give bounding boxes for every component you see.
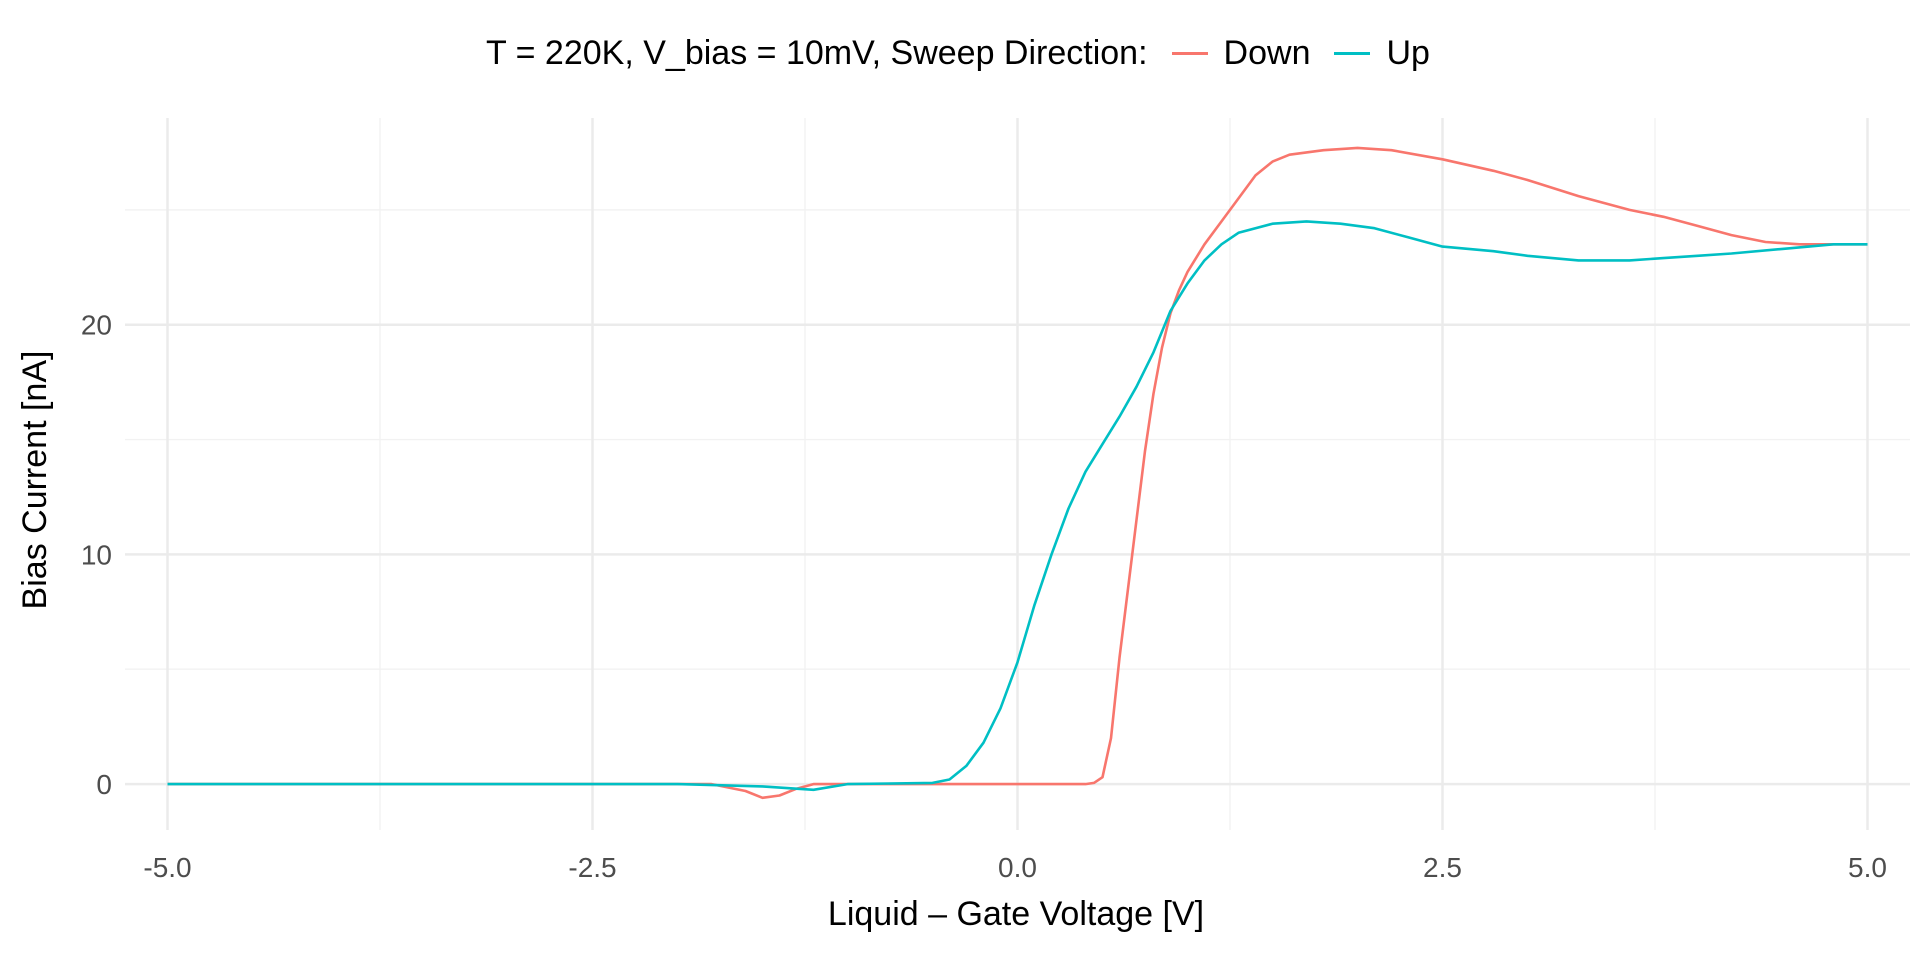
grid (125, 118, 1910, 830)
x-axis-title: Liquid – Gate Voltage [V] (828, 895, 1204, 933)
x-tick-label: -5.0 (143, 852, 191, 883)
x-tick-label: 2.5 (1423, 852, 1462, 883)
legend-label-down[interactable]: Down (1223, 33, 1311, 72)
x-tick-label: -2.5 (568, 852, 616, 883)
series-layer (167, 146, 1868, 800)
y-axis-title: Bias Current [nA] (16, 351, 54, 610)
series-line-up (167, 220, 1868, 792)
legend-label-up[interactable]: Up (1386, 33, 1430, 72)
legend-key-up[interactable] (1334, 51, 1371, 55)
x-tick-labels: -5.0 -2.5 0.0 2.5 5.0 (143, 852, 1887, 883)
legend-key-down[interactable] (1171, 51, 1208, 55)
y-tick-labels: 0 10 20 (81, 310, 112, 800)
legend: T = 220K, V_bias = 10mV, Sweep Direction… (0, 28, 1920, 78)
x-tick-label: 0.0 (998, 852, 1037, 883)
y-tick-label: 0 (96, 769, 112, 800)
x-tick-label: 5.0 (1848, 852, 1887, 883)
y-tick-label: 20 (81, 310, 112, 341)
legend-title: T = 220K, V_bias = 10mV, Sweep Direction… (486, 33, 1148, 72)
y-tick-label: 10 (81, 539, 112, 570)
